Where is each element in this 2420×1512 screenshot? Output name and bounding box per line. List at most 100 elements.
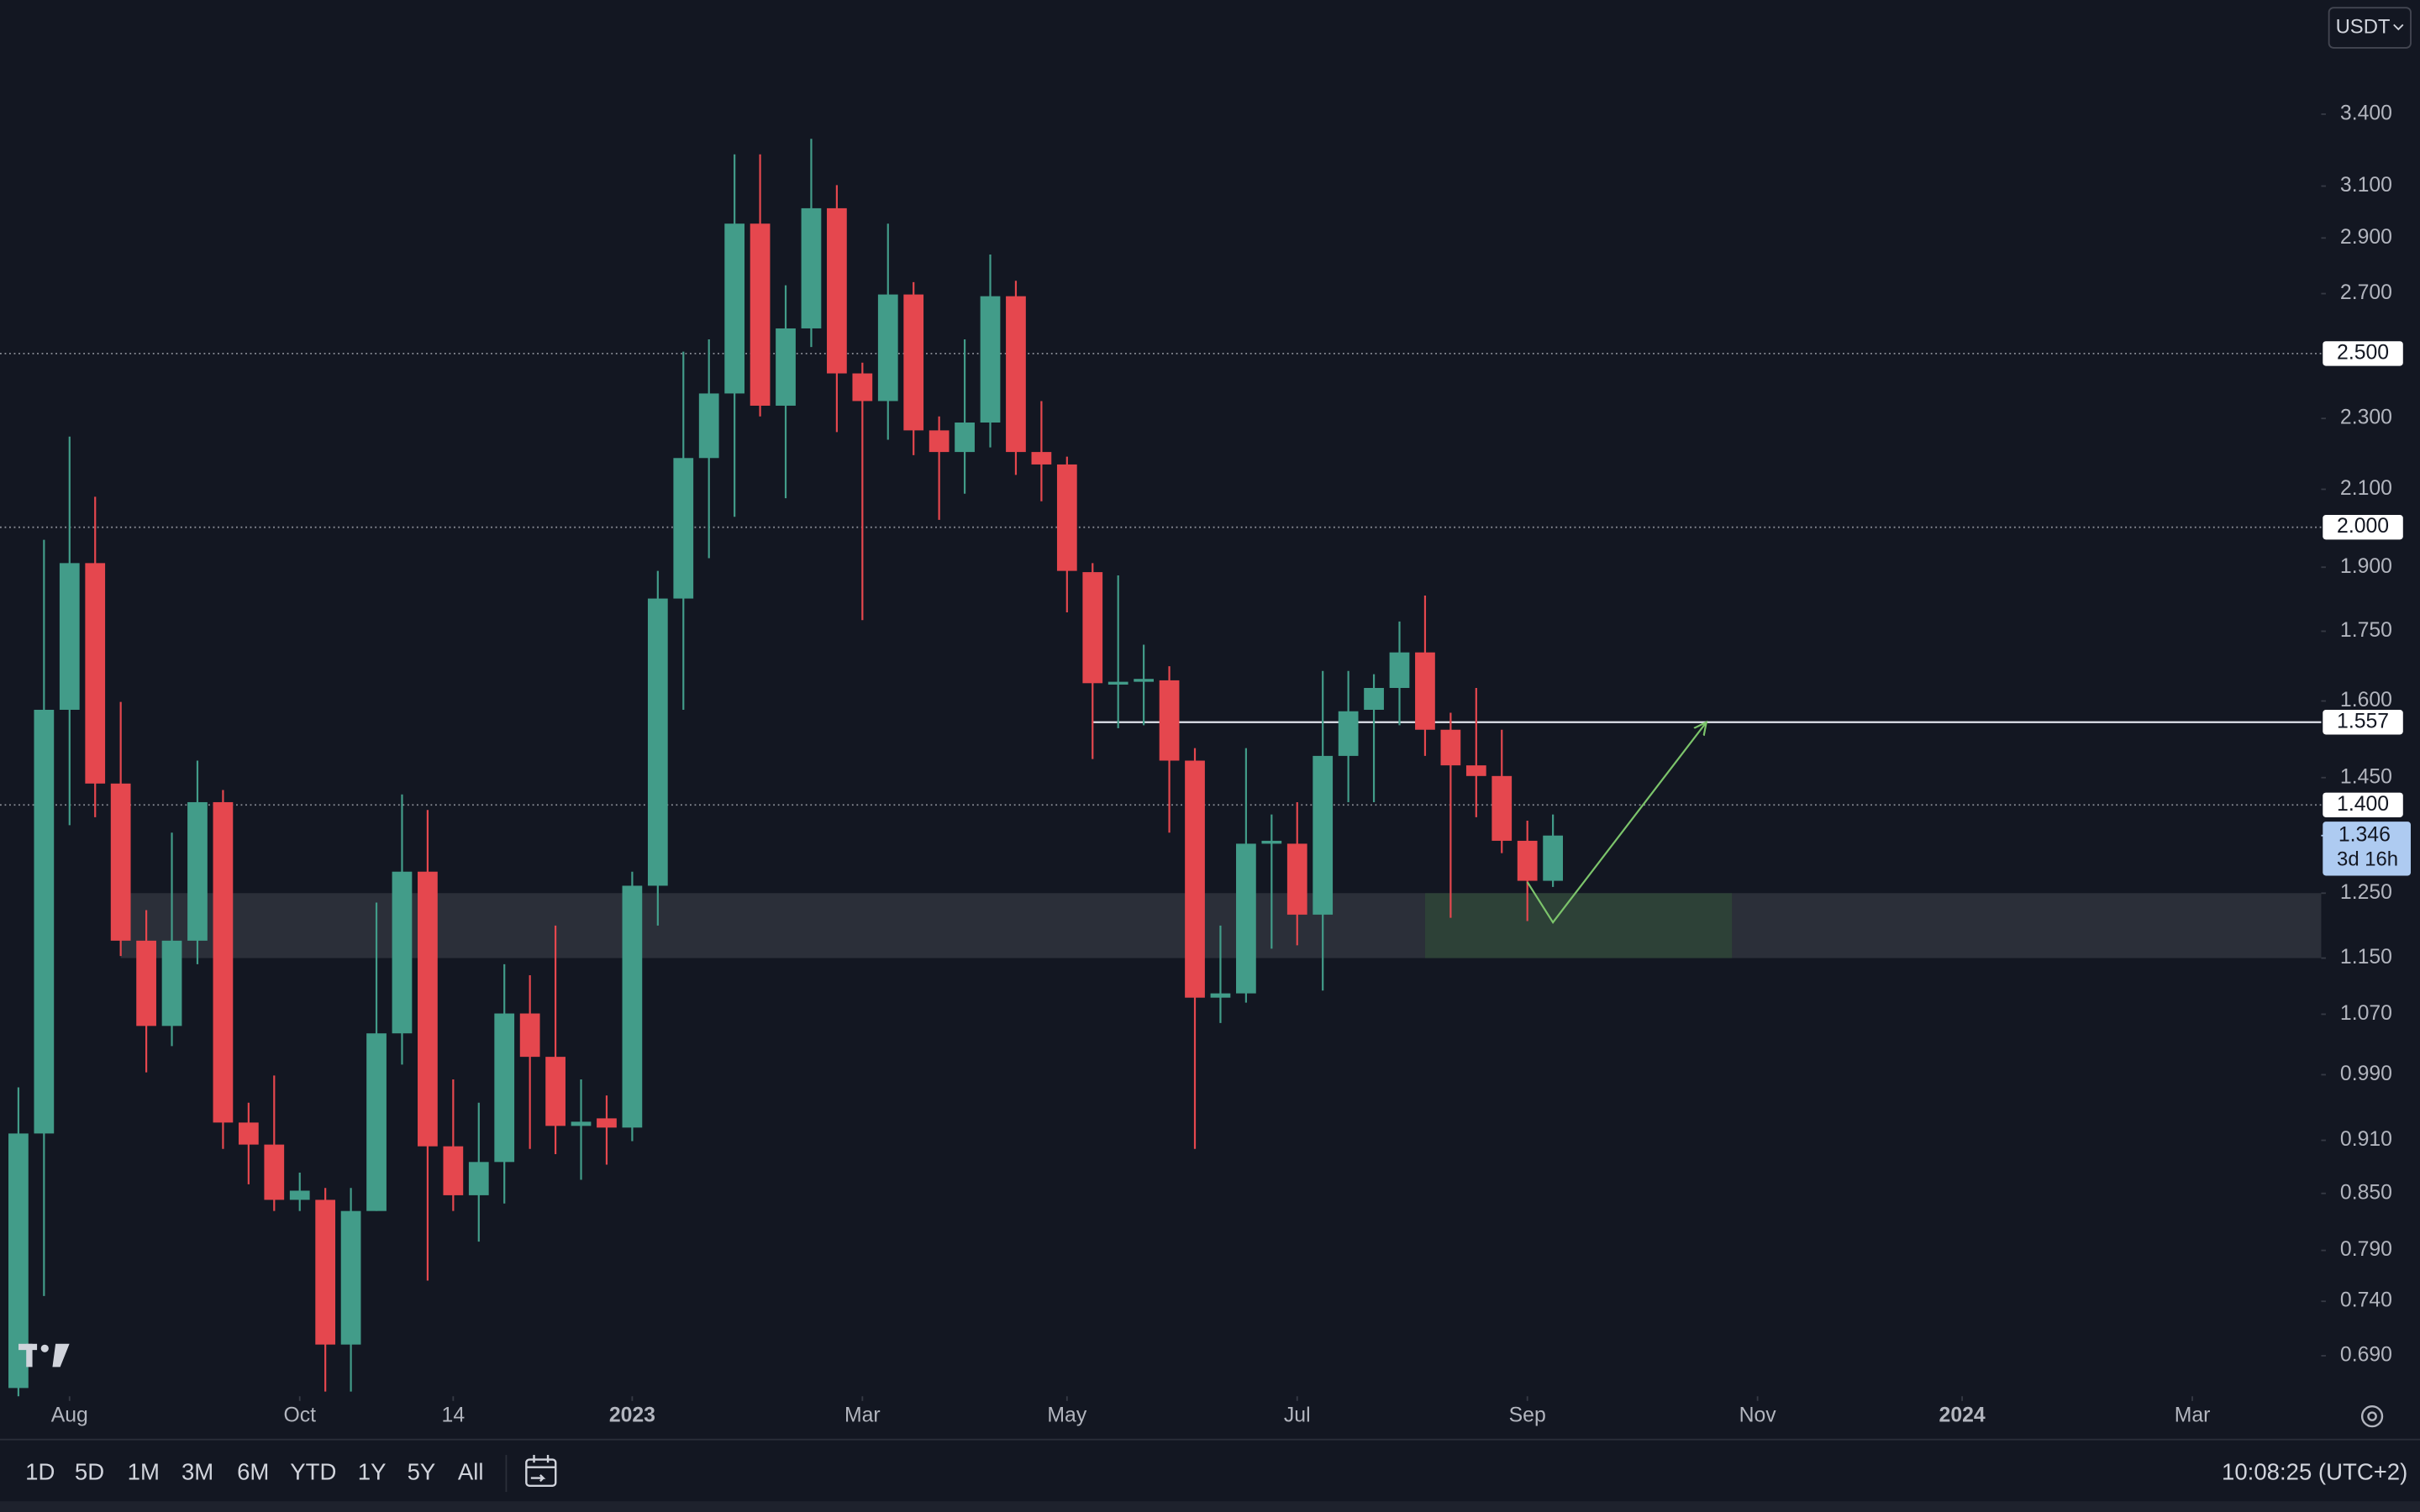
candle-body xyxy=(1286,843,1307,915)
y-tick-label: 0.910 xyxy=(2340,1128,2392,1151)
timeframe-button[interactable]: 3M xyxy=(182,1458,213,1484)
candle-body xyxy=(852,373,873,402)
y-tick-label: 0.740 xyxy=(2340,1289,2392,1312)
level-label-box xyxy=(2323,792,2403,817)
candle-body xyxy=(340,1210,361,1345)
candle-body xyxy=(1159,680,1180,761)
candle-body xyxy=(1517,840,1538,881)
candle-body xyxy=(289,1190,310,1200)
plot-area xyxy=(0,139,2322,1397)
candle-body xyxy=(1364,687,1384,710)
settings-icon[interactable] xyxy=(2360,1404,2384,1428)
x-tick-label: Nov xyxy=(1739,1404,1777,1427)
clock: 10:08:25 (UTC+2) xyxy=(2222,1458,2407,1484)
x-tick-label: Mar xyxy=(2175,1404,2211,1427)
candle-body xyxy=(1134,679,1155,682)
candle-body xyxy=(1313,755,1334,915)
candle-body xyxy=(264,1144,285,1200)
y-tick-label: 2.900 xyxy=(2340,226,2392,249)
level-label-box xyxy=(2323,710,2403,735)
y-tick-label: 1.600 xyxy=(2340,689,2392,711)
candle-body xyxy=(955,423,975,453)
x-tick-label: Jul xyxy=(1284,1404,1311,1427)
candle-body xyxy=(1210,993,1231,998)
x-tick-label: Sep xyxy=(1509,1404,1546,1427)
candle-body xyxy=(801,207,822,328)
candle-body xyxy=(1236,843,1256,994)
level-label: 2.500 xyxy=(2337,341,2389,364)
x-tick-label: Mar xyxy=(844,1404,881,1427)
candle-body xyxy=(443,1146,464,1195)
candle-body xyxy=(34,709,55,1134)
y-tick-label: 0.690 xyxy=(2340,1344,2392,1367)
candle-body xyxy=(1543,835,1563,881)
x-tick-label: Oct xyxy=(283,1404,316,1427)
timeframe-button[interactable]: YTD xyxy=(290,1458,336,1484)
timeframe-button[interactable]: 1Y xyxy=(358,1458,387,1484)
y-tick-label: 3.100 xyxy=(2340,174,2392,197)
level-label: 1.557 xyxy=(2337,710,2389,732)
currency-dropdown[interactable] xyxy=(2328,7,2412,49)
timeframe-button[interactable]: All xyxy=(458,1458,484,1484)
candle-body xyxy=(494,1013,515,1163)
calendar-icon[interactable] xyxy=(525,1455,557,1487)
x-tick-label: 2024 xyxy=(1939,1404,1986,1427)
y-tick-label: 2.700 xyxy=(2340,281,2392,304)
y-tick-label: 0.850 xyxy=(2340,1181,2392,1204)
dropdown-caret xyxy=(2393,24,2404,31)
candle-body xyxy=(724,223,745,394)
timeframe-button[interactable]: 1M xyxy=(128,1458,160,1484)
currency-label[interactable]: USDT xyxy=(2336,15,2391,38)
countdown: 3d 16h xyxy=(2337,848,2398,870)
x-tick-label: May xyxy=(1047,1404,1086,1427)
candle-body xyxy=(468,1162,489,1195)
candle-body xyxy=(903,294,924,431)
candle-body xyxy=(392,871,413,1034)
candle-body xyxy=(238,1122,259,1145)
candle-body xyxy=(161,940,182,1026)
candle-body xyxy=(1031,452,1052,465)
candle-body xyxy=(315,1200,336,1345)
candle-body xyxy=(1465,765,1486,776)
zone xyxy=(1424,893,1733,958)
y-tick-label: 1.070 xyxy=(2340,1002,2392,1025)
candle-body xyxy=(1185,760,1205,998)
candle-body xyxy=(980,296,1001,423)
candle-body xyxy=(750,223,771,406)
candle-body xyxy=(59,563,80,710)
timeframe-button[interactable]: 1D xyxy=(25,1458,55,1484)
candle-body xyxy=(571,1121,592,1126)
tv-logo xyxy=(18,1343,70,1368)
candle-body xyxy=(418,871,438,1147)
timeframe-button[interactable]: 5D xyxy=(75,1458,104,1484)
x-tick-label: 14 xyxy=(442,1404,466,1427)
y-tick-label: 1.450 xyxy=(2340,765,2392,788)
timeframe-button[interactable]: 6M xyxy=(237,1458,269,1484)
candle-body xyxy=(1440,729,1461,766)
candle-body xyxy=(597,1118,617,1128)
last-price-label: 1.346 xyxy=(2338,823,2391,846)
last-price-box xyxy=(2323,822,2411,876)
candle-body xyxy=(698,393,719,459)
timeframe-button[interactable]: 5Y xyxy=(408,1458,436,1484)
candle-body xyxy=(136,940,156,1026)
candle-body xyxy=(1415,652,1435,730)
candle-body xyxy=(110,783,131,941)
level-label-box xyxy=(2323,341,2403,366)
y-tick-label: 1.750 xyxy=(2340,619,2392,642)
candle-body xyxy=(1491,775,1512,841)
candle-body xyxy=(827,207,847,374)
x-tick-label: Aug xyxy=(51,1404,88,1427)
x-tick-label: 2023 xyxy=(609,1404,655,1427)
y-tick-label: 0.790 xyxy=(2340,1238,2392,1261)
level-label-box xyxy=(2323,514,2403,540)
candle-body xyxy=(673,458,694,599)
y-tick-label: 3.400 xyxy=(2340,102,2392,124)
candle-body xyxy=(1082,572,1103,684)
y-tick-label: 0.990 xyxy=(2340,1063,2392,1085)
projection-arrow xyxy=(1526,722,1707,924)
candle-body xyxy=(8,1133,29,1389)
y-tick-label: 1.250 xyxy=(2340,881,2392,904)
y-tick-label: 1.150 xyxy=(2340,946,2392,969)
